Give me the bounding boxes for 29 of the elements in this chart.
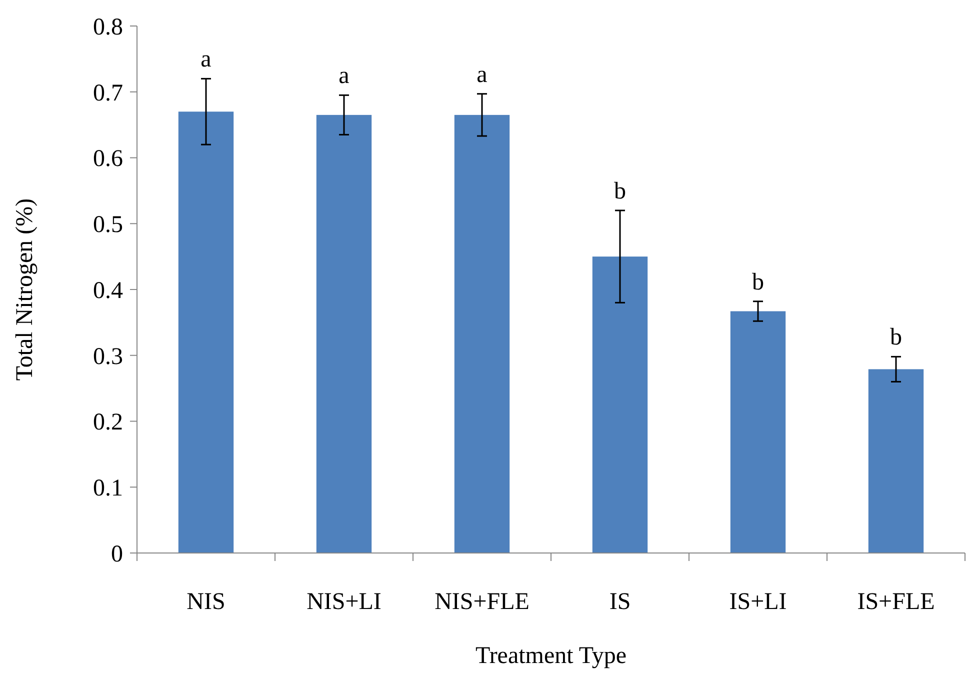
annotation: a	[338, 63, 350, 90]
bar	[454, 114, 510, 553]
annotation: a	[200, 46, 212, 73]
bar	[178, 112, 234, 553]
y-tick-label: 0.3	[93, 344, 123, 370]
y-axis-title: Total Nitrogen (%)	[12, 198, 38, 381]
annotation: b	[752, 269, 764, 296]
bar	[316, 114, 372, 553]
bar	[868, 369, 924, 553]
annotation: b	[614, 178, 626, 204]
y-tick-label: 0	[111, 541, 123, 568]
y-tick-label: 0.1	[93, 476, 123, 502]
x-tick-label: NIS+LI	[306, 589, 382, 615]
x-tick-label: IS+LI	[729, 589, 787, 615]
y-tick-label: 0.2	[93, 410, 123, 436]
annotation: a	[476, 62, 488, 88]
x-tick-label: NIS	[186, 589, 226, 615]
x-tick-label: NIS+FLE	[434, 589, 530, 615]
y-tick-label: 0.8	[93, 14, 123, 40]
x-tick-label: IS	[609, 589, 631, 615]
y-tick-label: 0.4	[93, 278, 123, 304]
x-tick-label: IS+FLE	[857, 589, 935, 615]
y-tick-label: 0.6	[93, 146, 123, 172]
x-axis-title: Treatment Type	[476, 643, 626, 669]
bar	[592, 256, 648, 553]
y-tick-label: 0.7	[93, 80, 123, 106]
y-tick-label: 0.5	[93, 212, 123, 238]
annotation: b	[890, 324, 902, 351]
bar	[730, 311, 786, 553]
